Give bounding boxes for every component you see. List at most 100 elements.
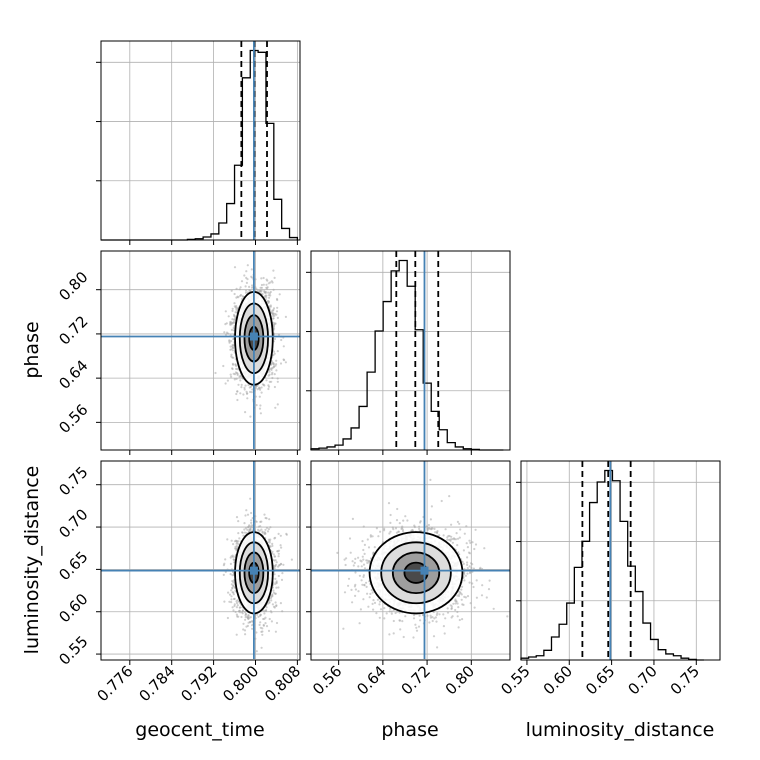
sample-point	[290, 558, 293, 561]
sample-point	[239, 286, 242, 289]
sample-point	[267, 528, 270, 531]
sample-point	[224, 558, 227, 561]
sample-point	[260, 277, 263, 280]
sample-point	[273, 385, 276, 389]
sample-point	[231, 606, 234, 609]
sample-point	[249, 497, 252, 500]
sample-point	[237, 540, 240, 543]
sample-point	[244, 285, 247, 288]
sample-point	[228, 341, 231, 344]
sample-point	[246, 264, 249, 267]
sample-point	[260, 391, 263, 394]
sample-point	[281, 610, 284, 613]
sample-point	[270, 368, 273, 371]
sample-point	[273, 276, 276, 279]
sample-point	[244, 527, 248, 530]
sample-point	[224, 333, 228, 336]
sample-point	[222, 364, 225, 368]
sample-point	[247, 614, 250, 618]
sample-point	[250, 240, 252, 242]
sample-point	[232, 609, 235, 612]
sample-point	[241, 609, 244, 612]
scatter-panel-luminosity_distance_vs_geocent_time	[101, 461, 300, 659]
sample-point	[276, 403, 279, 406]
sample-point	[273, 337, 277, 341]
sample-point	[251, 624, 254, 627]
sample-point	[230, 289, 233, 292]
sample-point	[255, 631, 258, 634]
sample-point	[233, 597, 236, 601]
sample-point	[236, 373, 239, 377]
sample-point	[358, 622, 361, 625]
truth-marker-phase_vs_geocent_time	[249, 332, 258, 341]
sample-point	[237, 615, 240, 618]
sample-point	[230, 595, 233, 598]
sample-point	[265, 294, 268, 297]
sample-point	[267, 374, 270, 377]
sample-point	[275, 369, 278, 372]
sample-point	[256, 613, 259, 616]
sample-point	[257, 615, 260, 618]
sample-point	[282, 358, 285, 361]
sample-point	[231, 362, 234, 365]
sample-point	[263, 291, 267, 294]
sample-point	[244, 618, 247, 621]
sample-point	[271, 603, 274, 606]
sample-point	[269, 526, 272, 529]
sample-point	[267, 300, 270, 304]
sample-point	[275, 359, 278, 362]
sample-point	[235, 633, 238, 636]
sample-point	[243, 528, 246, 531]
sample-point	[260, 646, 263, 649]
sample-point	[272, 307, 276, 310]
sample-point	[231, 318, 234, 321]
sample-point	[229, 345, 232, 348]
sample-point	[234, 371, 237, 374]
sample-point	[230, 583, 233, 586]
sample-point	[268, 541, 271, 544]
sample-point	[265, 526, 269, 530]
sample-point	[238, 288, 241, 291]
sample-point	[279, 602, 282, 605]
sample-point	[278, 293, 281, 296]
sample-point	[243, 522, 246, 525]
sample-point	[266, 279, 269, 282]
sample-point	[246, 528, 249, 531]
sample-point	[233, 292, 236, 296]
sample-point	[270, 599, 273, 602]
sample-point	[246, 624, 249, 628]
sample-point	[232, 593, 235, 596]
sample-point	[250, 519, 253, 522]
sample-point	[240, 386, 243, 389]
sample-point	[236, 390, 239, 393]
sample-point	[236, 398, 239, 402]
sample-point	[277, 552, 280, 555]
sample-point	[232, 313, 236, 316]
sample-point	[265, 625, 269, 628]
histogram-luminosity_distance	[520, 469, 704, 661]
sample-point	[250, 524, 253, 527]
sample-point	[259, 525, 262, 528]
sample-point	[275, 310, 279, 313]
sample-point	[239, 392, 242, 395]
sample-point	[271, 371, 274, 374]
sample-point	[244, 616, 247, 619]
sample-point	[258, 386, 261, 389]
sample-point	[229, 348, 232, 351]
sample-point	[263, 531, 266, 534]
sample-point	[272, 605, 276, 608]
sample-point	[273, 373, 276, 376]
sample-point	[274, 601, 277, 604]
sample-point	[265, 517, 268, 520]
sample-point	[277, 333, 281, 336]
sample-point	[260, 283, 263, 287]
sample-point	[231, 367, 234, 371]
sample-point	[258, 395, 261, 398]
sample-point	[237, 520, 240, 523]
sample-point	[282, 345, 285, 348]
sample-point	[227, 591, 230, 594]
sample-point	[244, 384, 247, 387]
sample-point	[250, 521, 253, 525]
sample-point	[232, 543, 235, 546]
sample-point	[268, 518, 271, 521]
